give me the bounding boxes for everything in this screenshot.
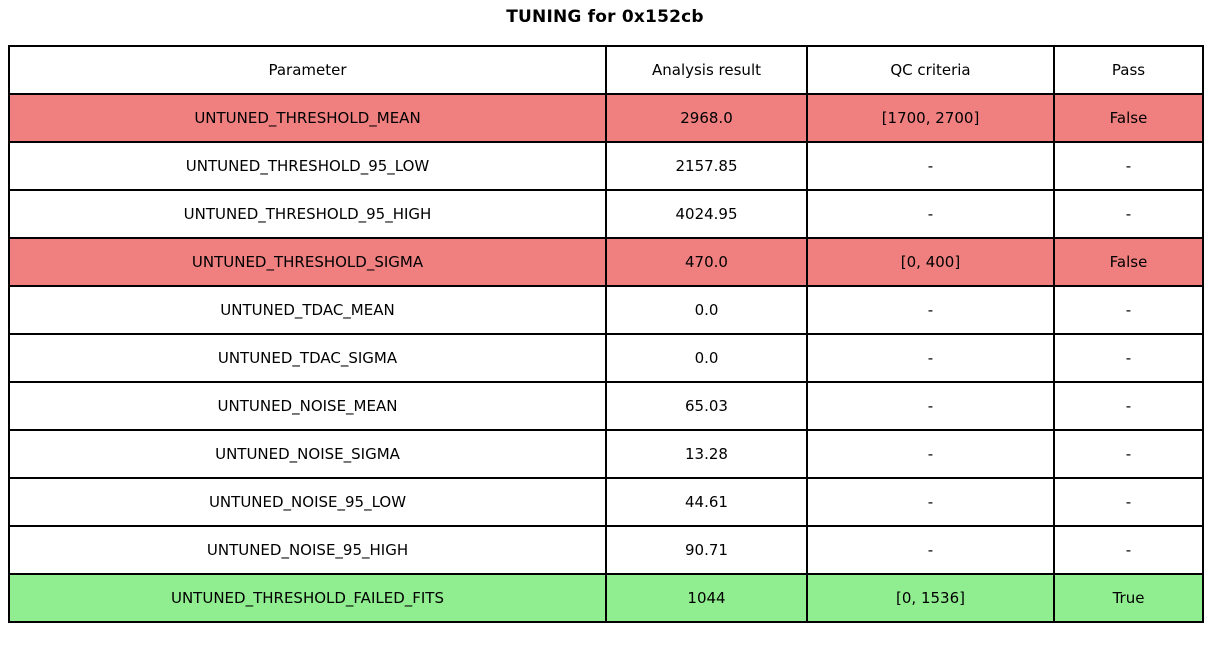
cell-pass: - — [1053, 477, 1204, 527]
cell-qc-criteria: - — [806, 525, 1055, 575]
cell-pass: - — [1053, 285, 1204, 335]
column-header-parameter: Parameter — [8, 45, 607, 95]
table-row: UNTUNED_NOISE_SIGMA 13.28- - — [8, 429, 1204, 479]
cell-analysis-result: 13.28 — [605, 429, 808, 479]
table-body: UNTUNED_THRESHOLD_MEAN 2968.0 [1700, 2700]… — [8, 93, 1204, 623]
cell-pass: - — [1053, 429, 1204, 479]
cell-analysis-result: 470.0 — [605, 237, 808, 287]
cell-parameter: UNTUNED_THRESHOLD_SIGMA — [8, 237, 607, 287]
cell-analysis-result: 0.0 — [605, 285, 808, 335]
table-row: UNTUNED_TDAC_MEAN 0.0- - — [8, 285, 1204, 335]
cell-analysis-result: 1044 — [605, 573, 808, 623]
cell-parameter: UNTUNED_THRESHOLD_FAILED_FITS — [8, 573, 607, 623]
cell-analysis-result: 2968.0 — [605, 93, 808, 143]
cell-pass: True — [1053, 573, 1204, 623]
column-header-qc-criteria: QC criteria — [806, 45, 1055, 95]
cell-pass: - — [1053, 381, 1204, 431]
table-header-row: Parameter Analysis result QC criteria Pa… — [8, 45, 1204, 95]
cell-qc-criteria: - — [806, 381, 1055, 431]
cell-qc-criteria: - — [806, 285, 1055, 335]
cell-qc-criteria: - — [806, 189, 1055, 239]
cell-parameter: UNTUNED_TDAC_SIGMA — [8, 333, 607, 383]
table-row: UNTUNED_NOISE_95_HIGH 90.71- - — [8, 525, 1204, 575]
cell-qc-criteria: - — [806, 429, 1055, 479]
table-row: UNTUNED_THRESHOLD_95_LOW 2157.85- - — [8, 141, 1204, 191]
cell-parameter: UNTUNED_THRESHOLD_95_HIGH — [8, 189, 607, 239]
cell-qc-criteria: [1700, 2700] — [806, 93, 1055, 143]
column-header-pass: Pass — [1053, 45, 1204, 95]
table-row: UNTUNED_THRESHOLD_FAILED_FITS 1044 [0, 153… — [8, 573, 1204, 623]
cell-qc-criteria: - — [806, 333, 1055, 383]
cell-parameter: UNTUNED_NOISE_MEAN — [8, 381, 607, 431]
table-row: UNTUNED_NOISE_95_LOW 44.61- - — [8, 477, 1204, 527]
cell-qc-criteria: - — [806, 477, 1055, 527]
qc-results-table: Parameter Analysis result QC criteria Pa… — [8, 45, 1204, 623]
table-row: UNTUNED_NOISE_MEAN 65.03- - — [8, 381, 1204, 431]
cell-pass: - — [1053, 333, 1204, 383]
cell-analysis-result: 2157.85 — [605, 141, 808, 191]
cell-parameter: UNTUNED_TDAC_MEAN — [8, 285, 607, 335]
table-row: UNTUNED_THRESHOLD_95_HIGH 4024.95- - — [8, 189, 1204, 239]
cell-analysis-result: 44.61 — [605, 477, 808, 527]
cell-pass: - — [1053, 141, 1204, 191]
cell-qc-criteria: [0, 400] — [806, 237, 1055, 287]
cell-pass: False — [1053, 93, 1204, 143]
cell-pass: - — [1053, 189, 1204, 239]
table-row: UNTUNED_THRESHOLD_MEAN 2968.0 [1700, 2700]… — [8, 93, 1204, 143]
cell-analysis-result: 90.71 — [605, 525, 808, 575]
cell-analysis-result: 4024.95 — [605, 189, 808, 239]
table-row: UNTUNED_TDAC_SIGMA 0.0- - — [8, 333, 1204, 383]
cell-parameter: UNTUNED_NOISE_95_LOW — [8, 477, 607, 527]
table-row: UNTUNED_THRESHOLD_SIGMA 470.0 [0, 400] Fals… — [8, 237, 1204, 287]
page-title: TUNING for 0x152cb — [506, 7, 704, 27]
cell-parameter: UNTUNED_THRESHOLD_95_LOW — [8, 141, 607, 191]
cell-qc-criteria: [0, 1536] — [806, 573, 1055, 623]
column-header-analysis-result: Analysis result — [605, 45, 808, 95]
cell-parameter: UNTUNED_NOISE_95_HIGH — [8, 525, 607, 575]
cell-parameter: UNTUNED_NOISE_SIGMA — [8, 429, 607, 479]
cell-analysis-result: 65.03 — [605, 381, 808, 431]
cell-pass: False — [1053, 237, 1204, 287]
cell-analysis-result: 0.0 — [605, 333, 808, 383]
cell-parameter: UNTUNED_THRESHOLD_MEAN — [8, 93, 607, 143]
cell-pass: - — [1053, 525, 1204, 575]
cell-qc-criteria: - — [806, 141, 1055, 191]
